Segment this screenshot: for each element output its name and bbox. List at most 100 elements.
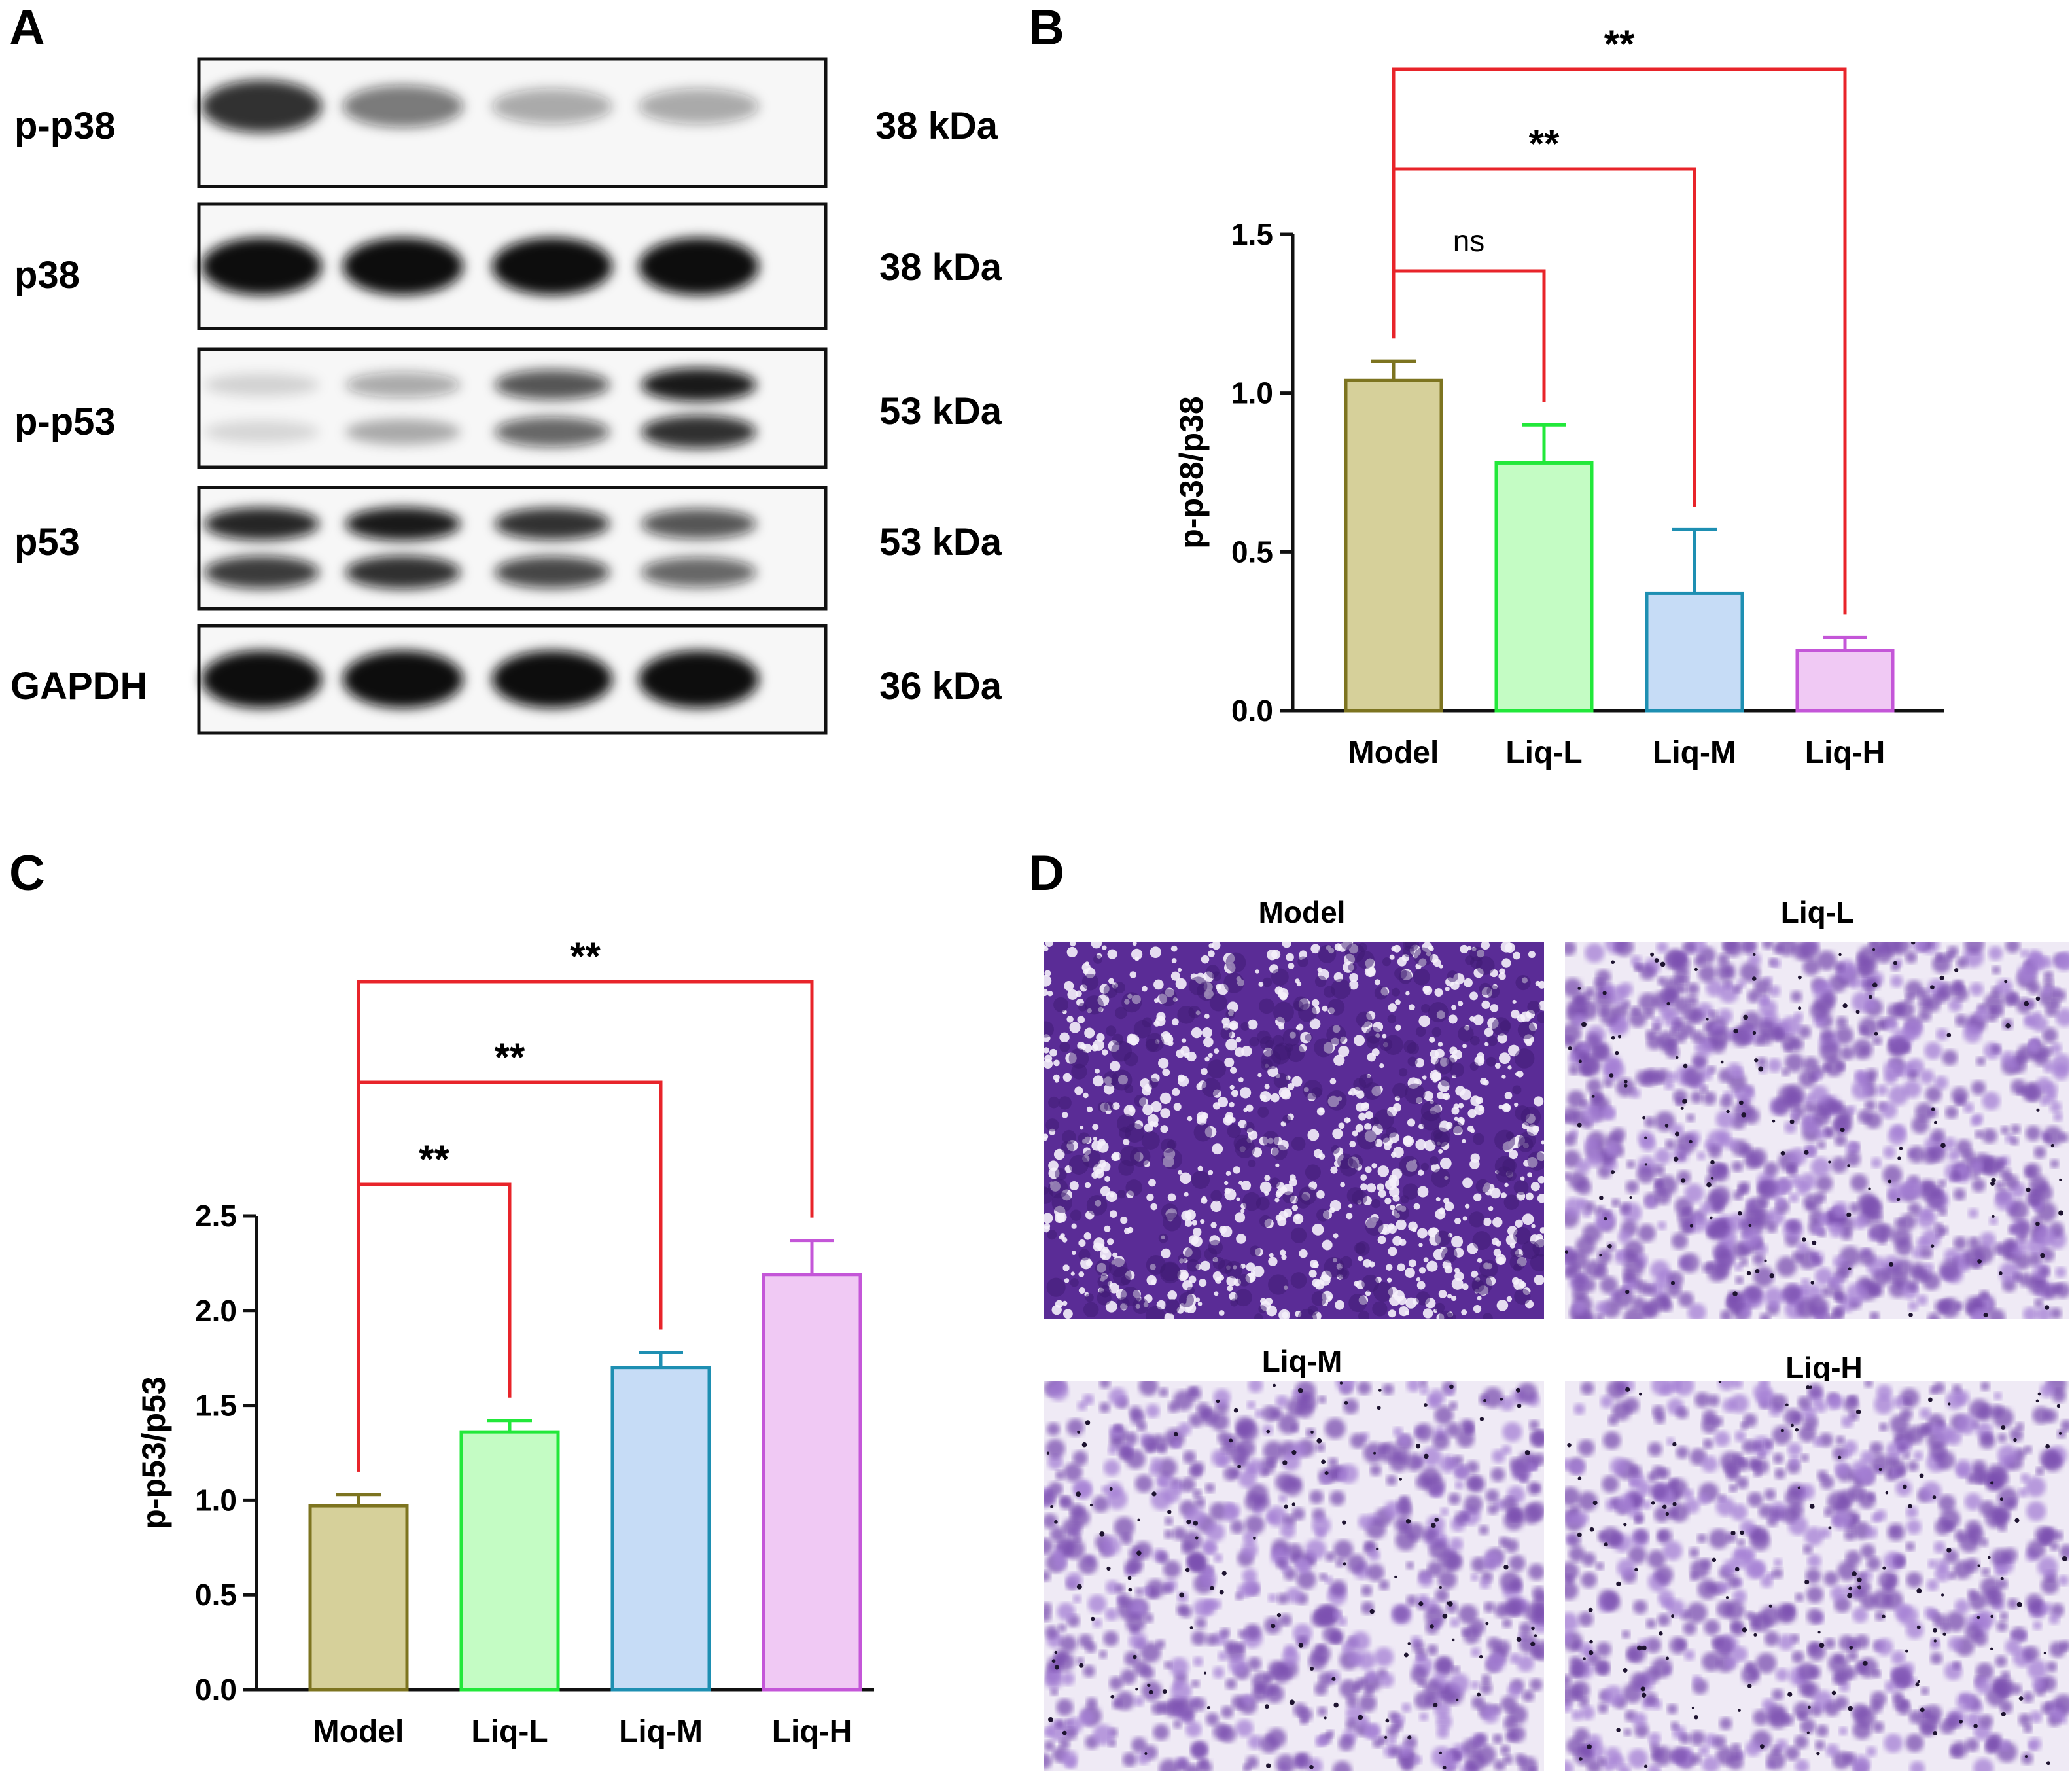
cell	[1965, 1712, 1982, 1729]
pigment-dot	[1378, 1389, 1382, 1392]
cell	[1623, 1270, 1634, 1281]
pigment-dot	[1917, 1680, 1920, 1683]
cell	[1888, 1182, 1906, 1202]
cell	[1565, 1023, 1582, 1044]
tissue-space	[1338, 1122, 1345, 1129]
cell	[1594, 1314, 1604, 1319]
tissue-space	[1329, 1078, 1337, 1085]
cell	[1640, 1135, 1656, 1152]
cell	[1316, 1605, 1336, 1625]
blot-band	[495, 417, 610, 447]
blot-band	[343, 650, 463, 708]
cell	[1271, 1663, 1291, 1684]
tissue-space	[1078, 1271, 1085, 1277]
blot-band	[345, 556, 461, 589]
tissue-space	[1422, 1308, 1433, 1319]
cell	[1142, 1586, 1151, 1595]
tissue-space	[1448, 1014, 1458, 1024]
cell-cluster	[1115, 1006, 1127, 1020]
cell-cluster	[1193, 1123, 1212, 1142]
cell	[1831, 1510, 1852, 1530]
pigment-dot	[1449, 1384, 1454, 1389]
cell	[1220, 1627, 1231, 1638]
tissue-space	[1388, 1309, 1396, 1318]
cell	[1764, 1488, 1776, 1501]
cell	[1852, 1607, 1869, 1623]
cell	[1908, 1145, 1925, 1164]
pigment-dot	[1915, 1682, 1920, 1687]
tissue-space	[1515, 1071, 1520, 1076]
cell	[1046, 1422, 1061, 1436]
cell	[2035, 1467, 2045, 1476]
tissue-space	[1444, 1201, 1454, 1211]
tissue-space	[1504, 1182, 1509, 1188]
cell	[1656, 942, 1668, 953]
cell-cluster	[1084, 995, 1104, 1015]
tissue-space	[1054, 1078, 1059, 1083]
cell	[1582, 1103, 1603, 1124]
cell	[1845, 1550, 1861, 1566]
cell	[1864, 1099, 1876, 1111]
tissue-space	[1086, 1106, 1093, 1112]
tissue-space	[1395, 999, 1401, 1005]
cell-cluster	[1420, 1162, 1430, 1171]
cell	[1682, 1067, 1703, 1088]
cell	[1329, 1490, 1345, 1506]
pigment-dot	[1991, 1177, 1996, 1183]
blot-band	[204, 556, 319, 589]
cell	[1857, 1467, 1875, 1485]
cell	[1115, 1691, 1134, 1711]
cell	[1712, 1201, 1724, 1213]
cell	[1920, 1069, 1935, 1084]
cell	[1687, 1303, 1706, 1319]
pigment-dot	[1085, 1420, 1091, 1425]
cell	[1654, 1565, 1674, 1585]
cell	[1212, 1667, 1225, 1679]
cell	[1764, 1631, 1780, 1646]
cell	[1690, 1753, 1702, 1765]
cell	[1807, 1554, 1821, 1569]
pigment-dot	[1611, 960, 1615, 965]
cell-cluster	[1078, 1003, 1087, 1012]
cell	[1808, 1383, 1823, 1398]
cell	[1333, 1540, 1354, 1559]
cell	[1810, 1157, 1831, 1177]
tissue-space	[1493, 1249, 1501, 1256]
cell	[1601, 1592, 1621, 1612]
cell	[1920, 1722, 1935, 1737]
cell	[1492, 1449, 1505, 1463]
cell	[1469, 1476, 1486, 1492]
cell	[1157, 1457, 1178, 1478]
cell	[1841, 1415, 1853, 1428]
cell	[1847, 1650, 1858, 1662]
cell	[1379, 1442, 1400, 1463]
cell	[1242, 1531, 1257, 1545]
cell	[2026, 1593, 2043, 1611]
cell	[1817, 1140, 1826, 1149]
tissue-space	[1128, 1034, 1140, 1046]
cell	[1174, 1698, 1196, 1720]
cell	[1073, 1595, 1081, 1603]
pigment-dot	[1193, 1520, 1199, 1526]
cell	[1157, 1444, 1167, 1454]
cell-cluster	[1225, 952, 1246, 973]
cell	[1945, 1106, 1958, 1119]
cell	[1816, 1129, 1827, 1140]
cell	[1565, 942, 1577, 956]
cell	[1205, 1522, 1225, 1542]
cell	[1802, 958, 1820, 976]
cell	[1052, 1550, 1063, 1560]
pigment-dot	[1310, 1666, 1314, 1671]
tissue-space	[1170, 971, 1180, 981]
tissue-space	[1053, 1148, 1065, 1160]
pigment-dot	[1977, 1564, 1980, 1567]
tissue-space	[1170, 945, 1178, 952]
cell-cluster	[1225, 1009, 1235, 1019]
tissue-space	[1066, 1016, 1074, 1023]
cell	[2043, 1126, 2063, 1147]
pigment-dot	[1780, 1150, 1785, 1156]
tissue-space	[1158, 1058, 1169, 1069]
cell	[1745, 1741, 1761, 1756]
cell	[1586, 1150, 1603, 1167]
tissue-space	[1236, 1197, 1240, 1201]
